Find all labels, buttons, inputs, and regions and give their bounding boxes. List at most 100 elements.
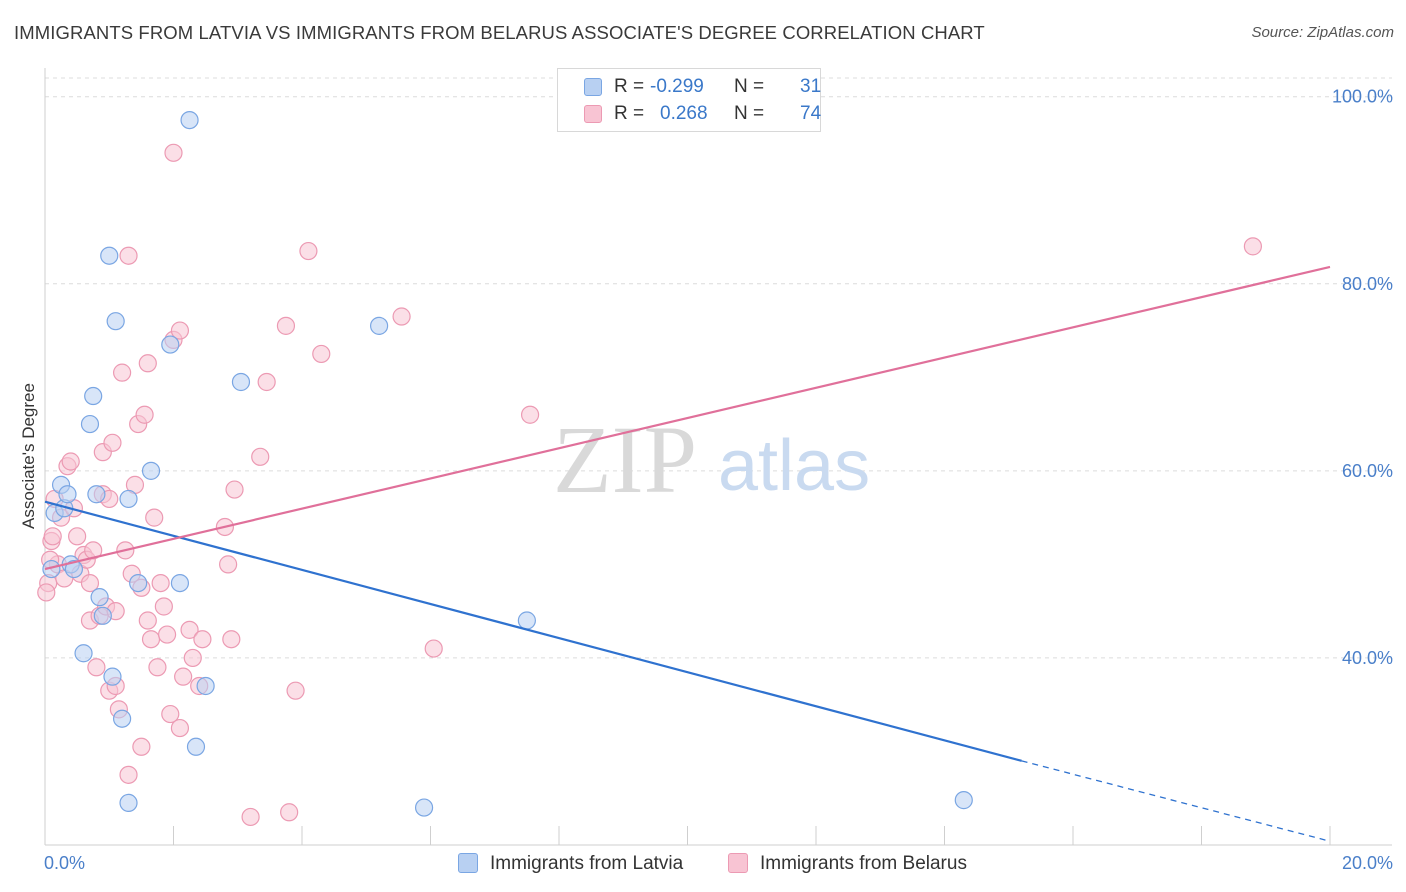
bottom-legend-label-belarus: Immigrants from Belarus: [760, 853, 967, 874]
point-latvia: [84, 386, 103, 406]
point-latvia: [74, 644, 93, 663]
y-axis-label: Associate's Degree: [19, 383, 38, 529]
bottom-legend-swatch-belarus: [728, 853, 748, 873]
point-latvia: [180, 110, 199, 130]
point-latvia: [141, 461, 161, 480]
point-belarus: [161, 704, 180, 724]
y-tick-label: 80.0%: [1342, 274, 1393, 294]
point-belarus: [148, 658, 167, 677]
trend-line-latvia-extension: [1021, 760, 1331, 842]
point-belarus: [151, 573, 170, 593]
point-belarus: [103, 433, 122, 452]
legend-r-value-belarus: 0.268: [660, 103, 708, 124]
point-latvia: [119, 793, 138, 813]
point-belarus: [138, 611, 157, 630]
point-latvia: [106, 312, 125, 331]
point-belarus: [138, 354, 157, 373]
watermark-atlas: atlas: [718, 426, 870, 506]
point-latvia: [186, 737, 206, 756]
point-latvia: [112, 709, 132, 728]
legend-n-value-latvia: 31: [800, 76, 822, 97]
point-belarus: [174, 667, 193, 686]
point-belarus: [299, 241, 318, 261]
point-latvia: [87, 485, 106, 504]
point-belarus: [170, 321, 190, 340]
point-belarus: [154, 597, 173, 616]
point-belarus: [193, 630, 212, 649]
legend-n-label: N =: [734, 76, 765, 97]
watermark: ZIP atlas: [553, 406, 870, 513]
point-belarus: [43, 527, 62, 546]
point-belarus: [180, 620, 199, 639]
point-belarus: [132, 737, 151, 756]
point-latvia: [231, 372, 251, 392]
y-tick-label: 60.0%: [1342, 461, 1393, 481]
point-belarus: [241, 807, 260, 827]
point-latvia: [80, 414, 100, 434]
point-belarus: [135, 405, 154, 424]
x-tick-label: 0.0%: [44, 853, 85, 873]
point-belarus: [257, 372, 276, 392]
point-belarus: [61, 452, 80, 471]
watermark-zip: ZIP: [553, 406, 697, 513]
trend-line-belarus: [44, 265, 1331, 571]
bottom-legend-label-latvia: Immigrants from Latvia: [490, 853, 684, 874]
axes: [44, 68, 1392, 846]
legend-swatch-latvia: [584, 78, 602, 96]
point-latvia: [517, 611, 536, 630]
point-latvia: [42, 559, 61, 579]
point-belarus: [312, 344, 331, 364]
trend-line-latvia: [44, 500, 1022, 762]
point-belarus: [145, 508, 164, 527]
point-belarus: [219, 555, 238, 574]
legend-n-label: N =: [734, 103, 765, 124]
point-belarus: [280, 803, 299, 822]
point-belarus: [87, 658, 106, 677]
point-latvia: [64, 559, 84, 579]
trend-lines: [44, 265, 1331, 842]
x-tick-label: 20.0%: [1342, 853, 1393, 873]
point-latvia: [370, 316, 389, 335]
point-belarus: [286, 681, 305, 700]
point-latvia: [93, 606, 112, 625]
point-belarus: [164, 143, 183, 162]
point-latvia: [119, 489, 138, 509]
y-tick-labels: 40.0% 60.0% 80.0% 100.0%: [1332, 87, 1393, 668]
point-belarus: [225, 480, 244, 499]
legend-r-label: R =: [614, 76, 645, 97]
grid-lines: [45, 77, 1392, 659]
point-belarus: [276, 316, 296, 335]
point-latvia: [58, 485, 77, 504]
point-latvia: [170, 573, 190, 593]
chart-title: IMMIGRANTS FROM LATVIA VS IMMIGRANTS FRO…: [14, 22, 985, 43]
point-belarus: [1243, 237, 1263, 256]
x-tick-labels: 0.0% 20.0%: [44, 853, 1393, 873]
point-belarus: [37, 583, 56, 602]
legend-n-value-belarus: 74: [800, 103, 822, 124]
point-belarus: [141, 630, 161, 649]
point-belarus: [68, 527, 87, 546]
point-belarus: [520, 405, 540, 424]
y-tick-label: 100.0%: [1332, 87, 1393, 107]
point-belarus: [251, 447, 270, 466]
point-latvia: [954, 791, 973, 810]
point-latvia: [161, 335, 180, 354]
correlation-legend: R = -0.299 N = 31 R = 0.268 N = 74: [557, 68, 821, 132]
bottom-legend-swatch-latvia: [458, 853, 478, 873]
point-belarus: [222, 630, 241, 649]
point-latvia: [90, 588, 109, 607]
source-label: Source: ZipAtlas.com: [1251, 24, 1394, 41]
series-latvia-points: [42, 110, 973, 817]
point-belarus: [119, 765, 138, 784]
point-latvia: [103, 667, 122, 686]
point-latvia: [414, 798, 434, 817]
point-latvia: [100, 246, 119, 265]
point-belarus: [424, 639, 443, 658]
point-belarus: [80, 573, 100, 593]
legend-r-value-latvia: -0.299: [650, 76, 704, 97]
point-belarus: [112, 363, 132, 382]
point-belarus: [392, 307, 411, 326]
legend-r-label: R =: [614, 103, 645, 124]
point-latvia: [196, 676, 215, 696]
